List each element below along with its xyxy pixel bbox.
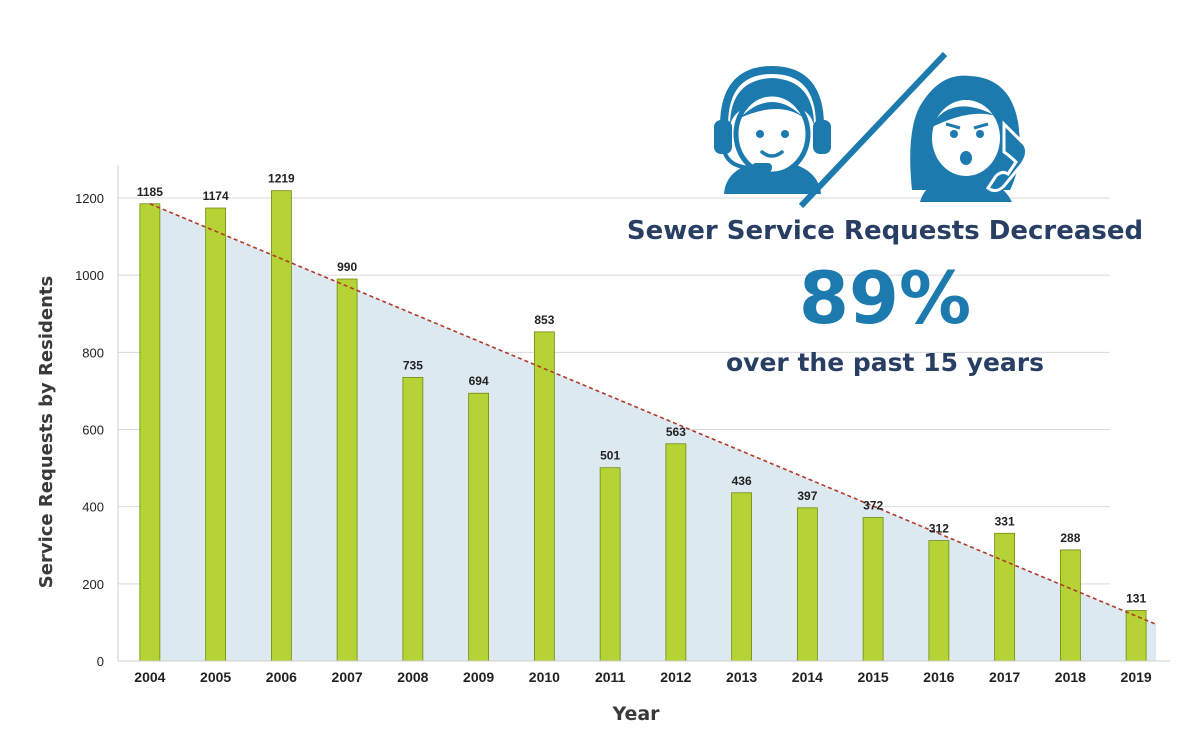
data-label-2016: 312 — [929, 522, 949, 536]
bar-2017 — [994, 532, 1016, 662]
data-label-2019: 131 — [1126, 591, 1146, 605]
data-label-2014: 397 — [797, 489, 817, 503]
y-tick-label: 200 — [82, 577, 104, 592]
bars — [139, 190, 1147, 662]
bar-2015 — [862, 517, 884, 662]
x-tick-label: 2009 — [463, 669, 494, 685]
x-tick-label: 2011 — [595, 669, 626, 685]
x-tick-label: 2017 — [989, 669, 1020, 685]
headline-percent: 89% — [798, 256, 972, 340]
y-tick-label: 600 — [82, 423, 104, 438]
divider-slash — [795, 50, 955, 215]
bar-2005 — [205, 207, 227, 662]
bar-2012 — [665, 443, 687, 662]
trend-shaded-area — [149, 203, 1157, 661]
trend-area — [149, 203, 1157, 661]
bar-2014 — [796, 507, 818, 662]
bar-2010 — [533, 331, 555, 662]
x-axis-title: Year — [611, 703, 660, 725]
y-axis-title: Service Requests by Residents — [36, 276, 57, 588]
x-tick-label: 2018 — [1055, 669, 1086, 685]
data-label-2004: 1185 — [137, 185, 163, 199]
x-tick-label: 2019 — [1121, 669, 1152, 685]
data-label-2006: 1219 — [268, 172, 295, 186]
x-tick-label: 2007 — [332, 669, 363, 685]
x-tick-label: 2015 — [858, 669, 889, 685]
x-tick-label: 2010 — [529, 669, 560, 685]
y-tick-label: 400 — [82, 500, 104, 515]
data-label-2010: 853 — [534, 313, 554, 327]
x-tick-label: 2005 — [200, 669, 231, 685]
data-label-2017: 331 — [995, 514, 1015, 528]
x-tick-label: 2004 — [134, 669, 165, 685]
bar-2009 — [468, 392, 490, 662]
bar-2016 — [928, 540, 950, 662]
headline-title: Sewer Service Requests Decreased — [626, 216, 1144, 246]
data-label-2005: 1174 — [203, 189, 229, 203]
agent-phone-icon — [900, 72, 1050, 207]
agent-headset-icon — [710, 64, 835, 199]
x-tick-labels: 2004 2005 2006 2007 2008 2009 2010 2011 2012 2013… — [134, 669, 1152, 685]
data-label-2015: 372 — [863, 498, 883, 512]
data-label-2009: 694 — [469, 374, 489, 388]
headline-subtitle: over the past 15 years — [726, 348, 1044, 377]
x-tick-label: 2006 — [266, 669, 297, 685]
y-tick-label: 800 — [82, 345, 104, 360]
x-tick-label: 2013 — [726, 669, 757, 685]
bar-2004 — [139, 203, 161, 662]
y-tick-label: 1200 — [75, 191, 104, 206]
bar-2008 — [402, 377, 424, 662]
bar-2013 — [731, 492, 753, 662]
bar-2018 — [1059, 549, 1081, 662]
data-label-2011: 501 — [600, 449, 620, 463]
x-tick-label: 2008 — [397, 669, 428, 685]
x-tick-label: 2014 — [792, 669, 823, 685]
data-labels: 1185 1174 1219 990 735 694 853 501 563 436 397 372 3… — [137, 172, 1147, 606]
x-tick-label: 2012 — [660, 669, 691, 685]
data-label-2012: 563 — [666, 425, 686, 439]
bar-2019 — [1125, 610, 1147, 662]
data-label-2007: 990 — [337, 260, 357, 274]
data-label-2018: 288 — [1060, 531, 1080, 545]
data-label-2008: 735 — [403, 358, 423, 372]
y-tick-label: 1000 — [75, 268, 104, 283]
y-tick-label: 0 — [97, 654, 104, 669]
x-tick-label: 2016 — [923, 669, 954, 685]
data-label-2013: 436 — [732, 474, 752, 488]
bar-2007 — [336, 278, 358, 662]
bar-2011 — [599, 467, 621, 662]
y-tick-labels: 0 200 400 600 800 1000 1200 — [75, 191, 104, 669]
